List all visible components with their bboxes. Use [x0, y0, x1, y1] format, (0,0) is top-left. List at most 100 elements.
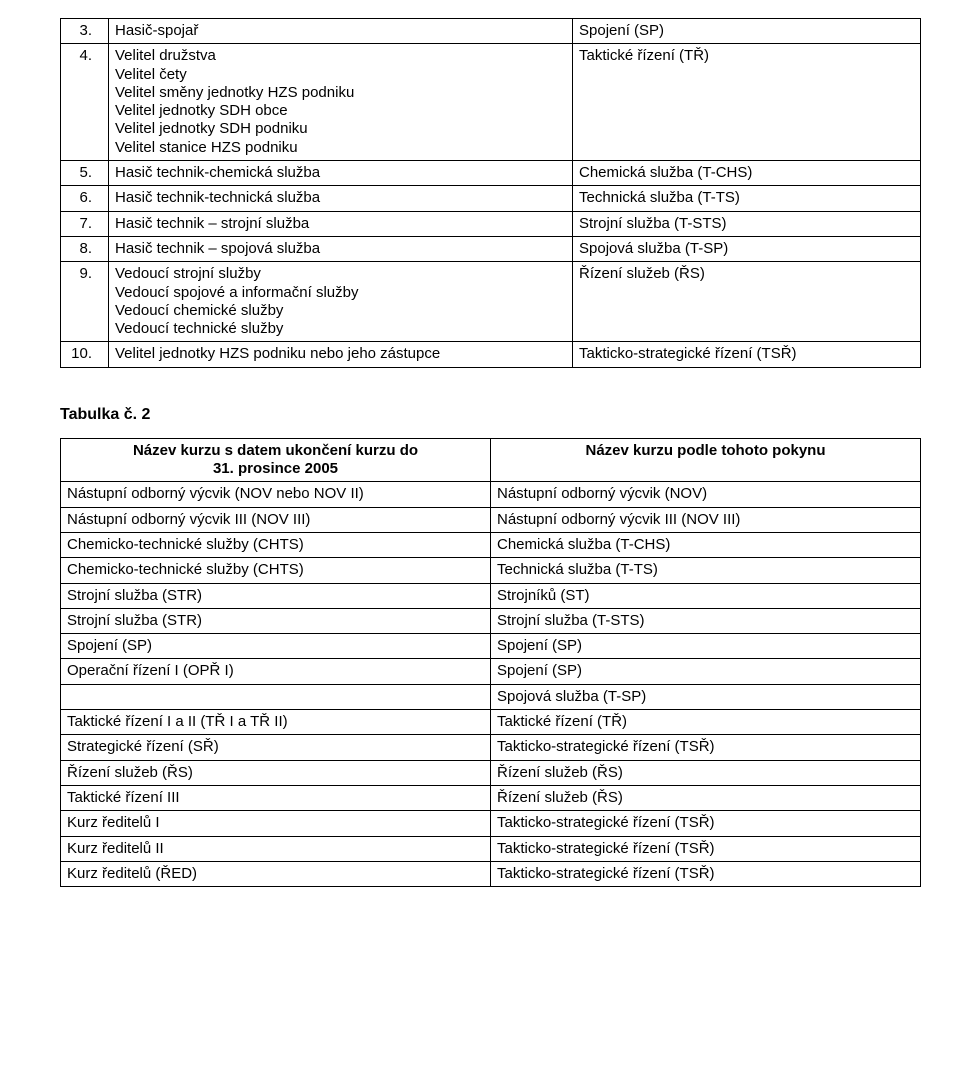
row-col-a: Kurz ředitelů I [61, 811, 491, 836]
table-row: Kurz ředitelů (ŘED)Takticko-strategické … [61, 861, 921, 886]
row-col-a: Spojení (SP) [61, 634, 491, 659]
table-2-header-a-line2: 31. prosince 2005 [67, 460, 484, 478]
row-col-a: Hasič technik-chemická služba [109, 161, 573, 186]
table-row: Spojení (SP)Spojení (SP) [61, 634, 921, 659]
table-row: Operační řízení I (OPŘ I)Spojení (SP) [61, 659, 921, 684]
row-col-a: Hasič technik – strojní služba [109, 211, 573, 236]
table-row: 5. Hasič technik-chemická služba Chemická … [61, 161, 921, 186]
row-col-a: Taktické řízení I a II (TŘ I a TŘ II) [61, 710, 491, 735]
row-col-b: Taktické řízení (TŘ) [491, 710, 921, 735]
row-col-a: Vedoucí strojní službyVedoucí spojové a … [109, 262, 573, 342]
table-row: Kurz ředitelů ITakticko-strategické říze… [61, 811, 921, 836]
row-col-b: Řízení služeb (ŘS) [573, 262, 921, 342]
cell-line: Hasič technik-technická služba [115, 189, 566, 207]
row-col-a: Strojní služba (STR) [61, 583, 491, 608]
row-col-b: Chemická služba (T-CHS) [573, 161, 921, 186]
row-col-a: Operační řízení I (OPŘ I) [61, 659, 491, 684]
row-number: 7. [61, 211, 109, 236]
row-col-b: Spojová služba (T-SP) [573, 236, 921, 261]
table-row: Chemicko-technické služby (CHTS)Chemická… [61, 532, 921, 557]
row-col-a: Velitel jednotky HZS podniku nebo jeho z… [109, 342, 573, 367]
row-number: 8. [61, 236, 109, 261]
row-col-a: Kurz ředitelů (ŘED) [61, 861, 491, 886]
cell-line: Hasič technik – spojová služba [115, 240, 566, 258]
table-row: Nástupní odborný výcvik III (NOV III)Nás… [61, 507, 921, 532]
table-row: Strategické řízení (SŘ)Takticko-strategi… [61, 735, 921, 760]
table-2-header-a-line1: Název kurzu s datem ukončení kurzu do [67, 442, 484, 460]
table-row: Řízení služeb (ŘS)Řízení služeb (ŘS) [61, 760, 921, 785]
row-col-b: Takticko-strategické řízení (TSŘ) [491, 735, 921, 760]
table-row: Strojní služba (STR)Strojníků (ST) [61, 583, 921, 608]
row-col-a [61, 684, 491, 709]
cell-line: Vedoucí spojové a informační služby [115, 284, 566, 302]
cell-line: Velitel stanice HZS podniku [115, 139, 566, 157]
row-col-a: Hasič technik – spojová služba [109, 236, 573, 261]
cell-line: Velitel směny jednotky HZS podniku [115, 84, 566, 102]
row-col-a: Nástupní odborný výcvik (NOV nebo NOV II… [61, 482, 491, 507]
cell-line: Velitel čety [115, 66, 566, 84]
table-row: Chemicko-technické služby (CHTS)Technick… [61, 558, 921, 583]
row-number: 4. [61, 44, 109, 161]
row-col-b: Takticko-strategické řízení (TSŘ) [491, 836, 921, 861]
table-row: Nástupní odborný výcvik (NOV nebo NOV II… [61, 482, 921, 507]
row-col-b: Technická služba (T-TS) [573, 186, 921, 211]
row-col-a: Strategické řízení (SŘ) [61, 735, 491, 760]
row-col-a: Chemicko-technické služby (CHTS) [61, 558, 491, 583]
table-row: 3. Hasič-spojař Spojení (SP) [61, 19, 921, 44]
row-col-a: Nástupní odborný výcvik III (NOV III) [61, 507, 491, 532]
cell-line: Hasič technik – strojní služba [115, 215, 566, 233]
table-2-header-a: Název kurzu s datem ukončení kurzu do 31… [61, 438, 491, 482]
row-col-b: Nástupní odborný výcvik III (NOV III) [491, 507, 921, 532]
row-col-b: Technická služba (T-TS) [491, 558, 921, 583]
table-row: 6. Hasič technik-technická služba Technick… [61, 186, 921, 211]
row-col-b: Strojní služba (T-STS) [573, 211, 921, 236]
table-2-header-b: Název kurzu podle tohoto pokynu [491, 438, 921, 482]
table-2-header-row: Název kurzu s datem ukončení kurzu do 31… [61, 438, 921, 482]
table-2-heading: Tabulka č. 2 [60, 406, 920, 424]
table-row: 4.Velitel družstvaVelitel četyVelitel sm… [61, 44, 921, 161]
row-col-a: Řízení služeb (ŘS) [61, 760, 491, 785]
cell-line: Velitel jednotky HZS podniku nebo jeho z… [115, 345, 566, 363]
table-row: 8. Hasič technik – spojová služba Spojová … [61, 236, 921, 261]
row-col-a: Kurz ředitelů II [61, 836, 491, 861]
cell-line: Velitel jednotky SDH podniku [115, 120, 566, 138]
row-col-a: Taktické řízení III [61, 785, 491, 810]
row-col-a: Strojní služba (STR) [61, 608, 491, 633]
row-col-b: Takticko-strategické řízení (TSŘ) [573, 342, 921, 367]
row-col-a: Chemicko-technické služby (CHTS) [61, 532, 491, 557]
cell-line: Vedoucí technické služby [115, 320, 566, 338]
row-col-a: Velitel družstvaVelitel četyVelitel směn… [109, 44, 573, 161]
cell-line: Velitel družstva [115, 47, 566, 65]
row-col-b: Řízení služeb (ŘS) [491, 760, 921, 785]
row-col-b: Spojení (SP) [573, 19, 921, 44]
cell-line: Hasič technik-chemická služba [115, 164, 566, 182]
row-col-b: Nástupní odborný výcvik (NOV) [491, 482, 921, 507]
cell-line: Vedoucí chemické služby [115, 302, 566, 320]
row-number: 9. [61, 262, 109, 342]
row-number: 3. [61, 19, 109, 44]
table-1: 3.Hasič-spojařSpojení (SP)4.Velitel druž… [60, 18, 921, 368]
row-col-b: Řízení služeb (ŘS) [491, 785, 921, 810]
row-col-b: Chemická služba (T-CHS) [491, 532, 921, 557]
row-number: 5. [61, 161, 109, 186]
table-row: 9.Vedoucí strojní službyVedoucí spojové … [61, 262, 921, 342]
table-row: Taktické řízení I a II (TŘ I a TŘ II)Tak… [61, 710, 921, 735]
row-col-b: Taktické řízení (TŘ) [573, 44, 921, 161]
page: 3.Hasič-spojařSpojení (SP)4.Velitel druž… [0, 0, 960, 947]
table-row: 10. Velitel jednotky HZS podniku nebo jeh… [61, 342, 921, 367]
row-col-a: Hasič technik-technická služba [109, 186, 573, 211]
row-col-b: Spojová služba (T-SP) [491, 684, 921, 709]
row-col-b: Strojníků (ST) [491, 583, 921, 608]
row-col-b: Spojení (SP) [491, 634, 921, 659]
cell-line: Hasič-spojař [115, 22, 566, 40]
table-row: Taktické řízení IIIŘízení služeb (ŘS) [61, 785, 921, 810]
table-2: Název kurzu s datem ukončení kurzu do 31… [60, 438, 921, 887]
row-number: 6. [61, 186, 109, 211]
cell-line: Vedoucí strojní služby [115, 265, 566, 283]
row-number: 10. [61, 342, 109, 367]
row-col-b: Spojení (SP) [491, 659, 921, 684]
table-row: Spojová služba (T-SP) [61, 684, 921, 709]
row-col-b: Takticko-strategické řízení (TSŘ) [491, 811, 921, 836]
table-row: Strojní služba (STR)Strojní služba (T-ST… [61, 608, 921, 633]
row-col-b: Takticko-strategické řízení (TSŘ) [491, 861, 921, 886]
